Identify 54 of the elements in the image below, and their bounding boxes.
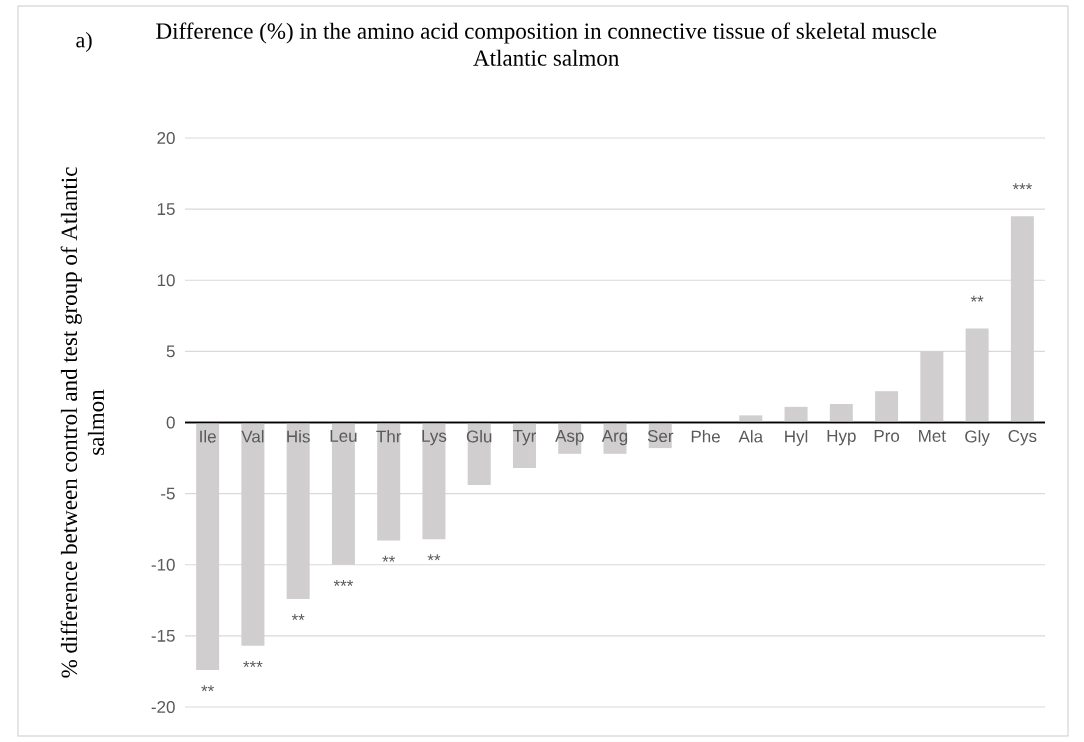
x-tick-label: Met [919, 430, 946, 442]
annotation: *** [333, 579, 354, 586]
bar [784, 406, 808, 423]
y-tick-label: 0 [166, 416, 175, 429]
x-tick-label: Thr [376, 430, 402, 443]
y-tick-label: 5 [166, 345, 175, 358]
y-tick-label: -10 [151, 558, 175, 571]
bar [196, 422, 220, 671]
bar [377, 422, 401, 541]
x-tick-label: Glu [466, 430, 492, 443]
y-tick-label: 20 [157, 131, 175, 145]
x-tick-label: Lys [422, 430, 447, 446]
y-tick-label: -20 [151, 700, 175, 714]
bar [965, 328, 989, 423]
bar [739, 415, 763, 423]
x-tick-label: Pro [874, 430, 900, 442]
y-tick-label: -5 [161, 487, 175, 500]
y-axis-title: % difference between control and test group of Atlantic salmon [60, 167, 105, 678]
bar [875, 391, 899, 423]
annotation: ** [201, 685, 214, 692]
bar [1010, 216, 1034, 423]
x-tick-label: Cys [1008, 430, 1037, 446]
x-tick-label: Ser [647, 430, 674, 443]
x-tick-label: Arg [601, 430, 628, 446]
bar [422, 422, 446, 540]
y-tick-label: 15 [157, 203, 175, 216]
x-tick-label: Val [241, 430, 264, 443]
chart-title: Difference (%) in the amino acid composition in connective tissue of skeletal muscle Atlantic salmon [156, 22, 937, 66]
x-tick-label: His [287, 430, 310, 443]
bar [829, 404, 853, 423]
x-tick-label: Phe [691, 430, 720, 443]
bar [920, 351, 944, 423]
y-tick-label: 10 [157, 274, 175, 287]
x-tick-label: Hyp [827, 430, 856, 446]
x-tick-label: Ile [200, 430, 216, 443]
annotation: ** [382, 555, 396, 562]
x-tick-label: Tyr [513, 430, 537, 446]
text: a) [76, 32, 92, 52]
bar [467, 422, 491, 486]
x-tick-label: Hyl [785, 430, 808, 446]
annotation: ** [291, 614, 305, 621]
x-tick-label: Asp [555, 430, 584, 446]
x-tick-label: Leu [330, 430, 357, 442]
bar [512, 422, 536, 469]
bar [286, 422, 310, 599]
x-tick-label: Gly [965, 430, 990, 446]
annotation: *** [1012, 183, 1033, 190]
bar [331, 422, 355, 565]
x-tick-label: Ala [738, 430, 764, 443]
y-tick-label: -15 [151, 629, 175, 642]
annotation: *** [243, 661, 263, 667]
annotation: ** [970, 295, 984, 302]
annotation: ** [427, 554, 441, 561]
bar [241, 422, 265, 646]
